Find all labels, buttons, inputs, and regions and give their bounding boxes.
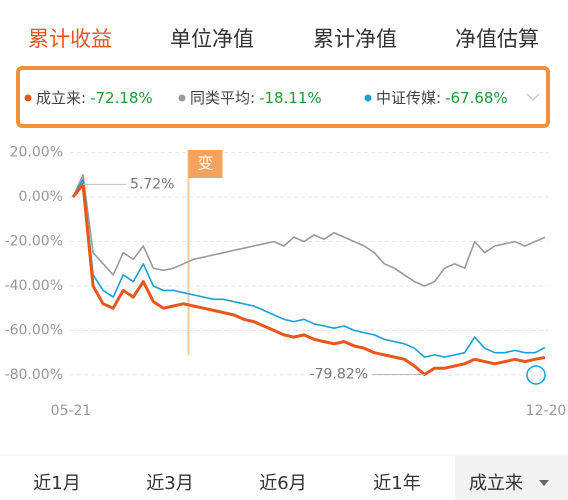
tab[interactable]: 累计收益 <box>28 27 112 51</box>
y-tick-label: 0.00% <box>19 189 63 205</box>
y-tick-label: -20.00% <box>5 234 63 250</box>
period-tab[interactable]: 近3月 <box>146 473 193 494</box>
change-label: 变 <box>197 154 213 173</box>
tab[interactable]: 单位净值 <box>170 27 254 51</box>
legend-entry: 成立来: -72.18% <box>36 89 153 107</box>
active-period-bg <box>455 456 568 500</box>
legend-name: 成立来 <box>36 89 81 107</box>
legend-dot <box>178 94 186 102</box>
x-tick-label: 12-20 <box>526 403 567 419</box>
period-tab[interactable]: 近6月 <box>259 473 306 494</box>
dropdown-arrow[interactable] <box>539 480 549 486</box>
period-tab[interactable]: 成立来 <box>469 473 523 494</box>
period-tab[interactable]: 近1月 <box>33 473 80 494</box>
y-tick-label: -80.00% <box>5 367 63 383</box>
legend-value: -18.11% <box>259 89 322 107</box>
legend-sep: : <box>436 89 441 107</box>
legend-sep: : <box>250 89 255 107</box>
legend-entry: 同类平均: -18.11% <box>190 89 322 107</box>
legend-box <box>16 66 550 128</box>
y-tick-label: -40.00% <box>5 278 63 294</box>
max-label: 5.72% <box>130 176 174 192</box>
legend-name: 同类平均 <box>190 89 250 107</box>
legend-sep: : <box>81 89 86 107</box>
legend-value: -72.18% <box>90 89 153 107</box>
series-line <box>72 178 546 358</box>
legend-dot <box>364 94 372 102</box>
min-label: -79.82% <box>310 366 368 382</box>
legend-dot <box>24 94 32 102</box>
legend-entry: 中证传媒: -67.68% <box>376 89 508 107</box>
legend-name: 中证传媒 <box>376 89 436 107</box>
zoom-icon[interactable] <box>526 365 546 385</box>
x-tick-label: 05-21 <box>51 403 92 419</box>
legend-chevron[interactable] <box>526 93 540 102</box>
change-flag <box>188 150 223 178</box>
tab[interactable]: 累计净值 <box>313 27 397 51</box>
period-tab[interactable]: 近1年 <box>373 473 420 494</box>
y-tick-label: 20.00% <box>10 145 63 161</box>
tab[interactable]: 净值估算 <box>455 27 539 51</box>
y-tick-label: -60.00% <box>5 322 63 338</box>
legend-value: -67.68% <box>445 89 508 107</box>
series-line <box>72 174 546 287</box>
series-line <box>71 182 546 376</box>
